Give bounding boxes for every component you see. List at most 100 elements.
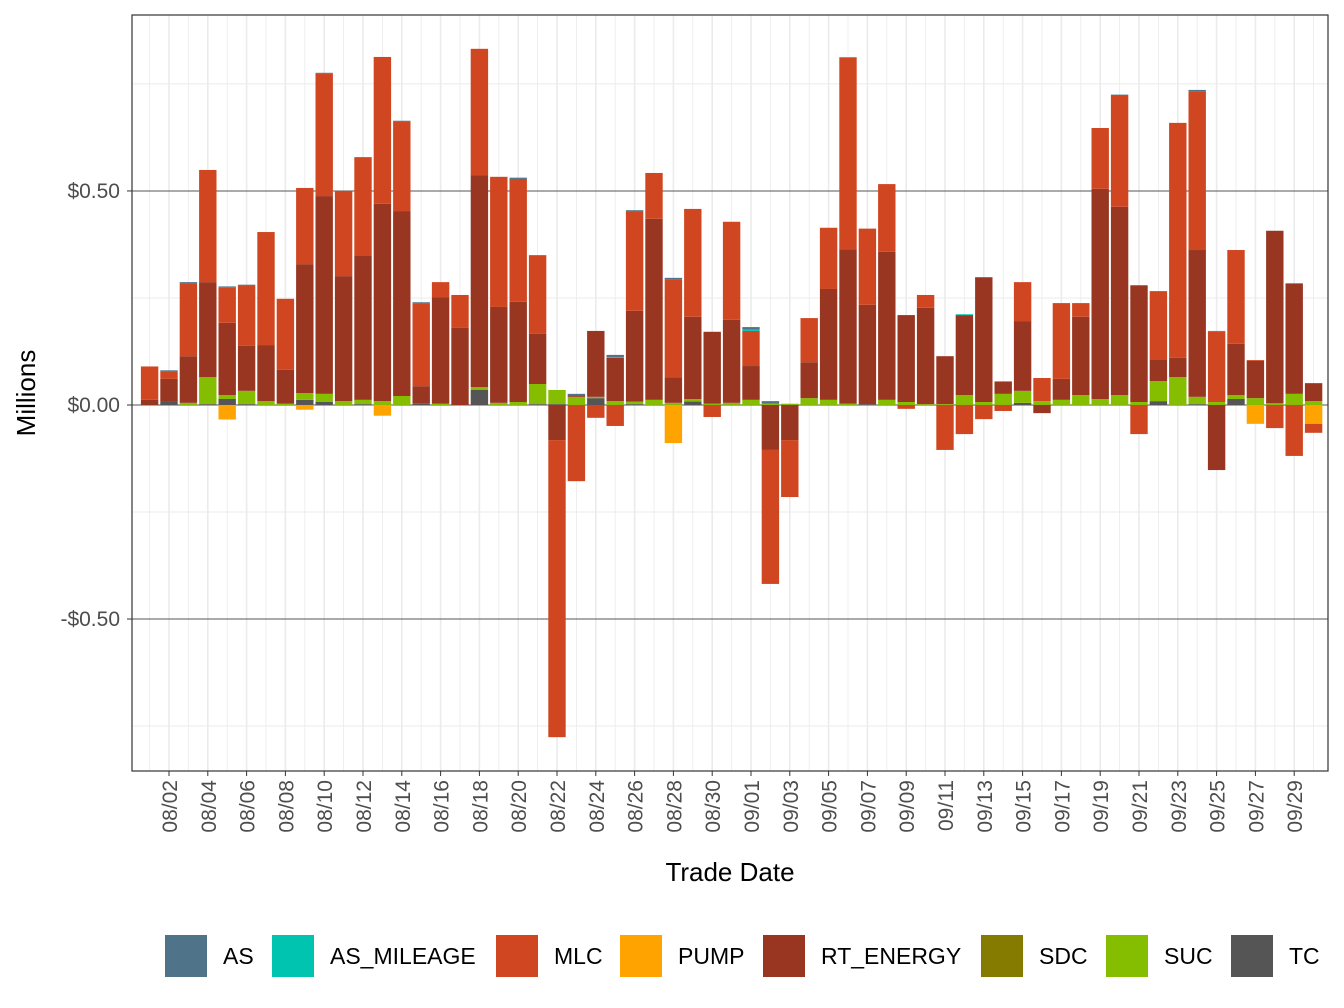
bar-as-08-23 <box>567 393 586 396</box>
bar-rt-energy-08-08 <box>276 369 295 404</box>
bar-tc-08-09 <box>296 399 314 405</box>
bar-rt-energy-08-14 <box>393 211 411 396</box>
bar-pump-08-05 <box>218 404 236 420</box>
bar-mlc-08-17 <box>451 294 469 328</box>
bar-tc-08-12 <box>354 404 372 405</box>
y-tick-label: $0.50 <box>67 180 120 203</box>
bar-mlc-08-12 <box>354 157 372 257</box>
bar-as-08-28 <box>664 277 683 280</box>
bar-tc-08-04 <box>199 404 217 405</box>
x-tick-label: 09/21 <box>1129 780 1152 833</box>
plot-panel-border <box>131 14 1329 772</box>
x-tick-label: 09/13 <box>974 780 997 833</box>
bar-tc-09-26 <box>1227 398 1245 405</box>
bar-suc-09-28 <box>1266 403 1284 405</box>
bar-mlc-09-11 <box>936 404 954 450</box>
bar-mlc-09-18 <box>1072 303 1090 317</box>
x-tick-label: 09/03 <box>780 780 803 833</box>
legend-key <box>1106 935 1148 977</box>
bar-mlc-08-28 <box>664 279 683 378</box>
bar-suc-09-18 <box>1072 395 1090 405</box>
legend-item-as: AS <box>165 935 254 977</box>
legend-label: MLC <box>554 943 603 969</box>
x-tick-label: 08/28 <box>663 780 686 833</box>
bar-tc-08-06 <box>237 404 256 405</box>
bar-suc-09-26 <box>1227 395 1245 399</box>
bar-rt-energy-09-20 <box>1110 206 1129 396</box>
bar-suc-08-08 <box>276 403 295 405</box>
bar-mlc-09-23 <box>1169 122 1187 358</box>
x-tick-label: 09/17 <box>1051 780 1074 833</box>
y-axis: -$0.50 $0.00 $0.50 <box>60 180 132 631</box>
bar-suc-09-30 <box>1304 401 1323 405</box>
bar-mlc-09-22 <box>1149 291 1168 360</box>
bar-as-mileage-08-25 <box>606 357 624 358</box>
bar-mlc-09-12 <box>955 404 974 435</box>
bar-mlc-09-02 <box>761 449 780 584</box>
bar-suc-09-23 <box>1169 377 1187 405</box>
bar-mlc-08-25 <box>606 404 624 426</box>
bar-mlc-08-16 <box>431 282 450 298</box>
bar-mlc-08-02 <box>160 371 178 379</box>
legend-key <box>496 935 538 977</box>
bar-rt-energy-08-04 <box>199 282 217 378</box>
legend-item-suc: SUC <box>1106 935 1213 977</box>
bar-rt-energy-09-28 <box>1266 230 1284 404</box>
bar-mlc-08-03 <box>179 283 198 357</box>
bar-rt-energy-09-30 <box>1304 383 1323 402</box>
bar-rt-energy-09-10 <box>916 307 935 405</box>
bar-mlc-09-27 <box>1246 360 1265 361</box>
bar-rt-energy-09-07 <box>858 304 877 405</box>
bar-tc-08-18 <box>470 390 489 405</box>
bar-mlc-08-08 <box>276 298 295 370</box>
bar-as-09-25 <box>1207 330 1226 332</box>
bar-tc-08-02 <box>160 401 178 405</box>
bar-as-mileage-09-12 <box>955 314 974 316</box>
x-tick-label: 08/16 <box>431 780 454 833</box>
bar-suc-08-10 <box>315 393 333 402</box>
legend-key <box>272 935 314 977</box>
legend-key <box>165 935 207 977</box>
bar-mlc-08-20 <box>509 178 527 302</box>
bar-suc-08-05 <box>218 395 236 399</box>
bar-suc-08-26 <box>625 401 644 405</box>
bar-rt-energy-09-01 <box>742 366 760 400</box>
bar-as-08-25 <box>606 354 624 358</box>
bar-rt-energy-08-21 <box>528 333 547 385</box>
bar-suc-09-27 <box>1246 398 1265 405</box>
bar-rt-energy-08-01 <box>140 399 159 405</box>
legend-item-as-mileage: AS_MILEAGE <box>272 935 476 977</box>
bar-as-08-20 <box>509 177 527 179</box>
bar-mlc-09-21 <box>1130 404 1148 435</box>
x-tick-label: 09/19 <box>1090 780 1113 833</box>
bar-as-09-24 <box>1188 89 1206 92</box>
bar-rt-energy-09-09 <box>897 315 915 402</box>
bar-mlc-08-22 <box>548 440 566 738</box>
bar-rt-energy-08-22 <box>548 404 566 441</box>
bar-mlc-09-24 <box>1188 91 1206 251</box>
bar-rt-energy-09-02 <box>761 404 780 450</box>
bar-as-09-13 <box>975 276 993 278</box>
bar-tc-09-15 <box>1013 402 1032 405</box>
bar-rt-energy-08-09 <box>296 264 314 393</box>
bar-suc-08-20 <box>509 401 527 405</box>
bar-suc-08-03 <box>179 402 198 405</box>
bar-mlc-08-27 <box>645 172 663 219</box>
bar-suc-08-22 <box>548 390 566 405</box>
bar-suc-09-04 <box>800 398 818 405</box>
x-tick-label: 08/30 <box>702 780 725 833</box>
bar-mlc-09-29 <box>1285 404 1303 456</box>
bars <box>140 48 1323 738</box>
x-tick-label: 08/14 <box>392 780 415 833</box>
bar-rt-energy-08-05 <box>218 322 236 396</box>
x-tick-label: 08/10 <box>314 780 337 833</box>
bar-suc-08-31 <box>722 402 741 405</box>
bar-rt-energy-08-23 <box>567 395 586 397</box>
bar-mlc-08-23 <box>567 404 586 482</box>
bar-rt-energy-09-11 <box>936 356 954 405</box>
bar-mlc-09-08 <box>878 184 896 252</box>
bar-rt-energy-08-16 <box>431 297 450 404</box>
bar-suc-09-13 <box>975 401 993 405</box>
bar-tc-08-26 <box>625 404 644 405</box>
bar-suc-08-06 <box>237 390 256 405</box>
